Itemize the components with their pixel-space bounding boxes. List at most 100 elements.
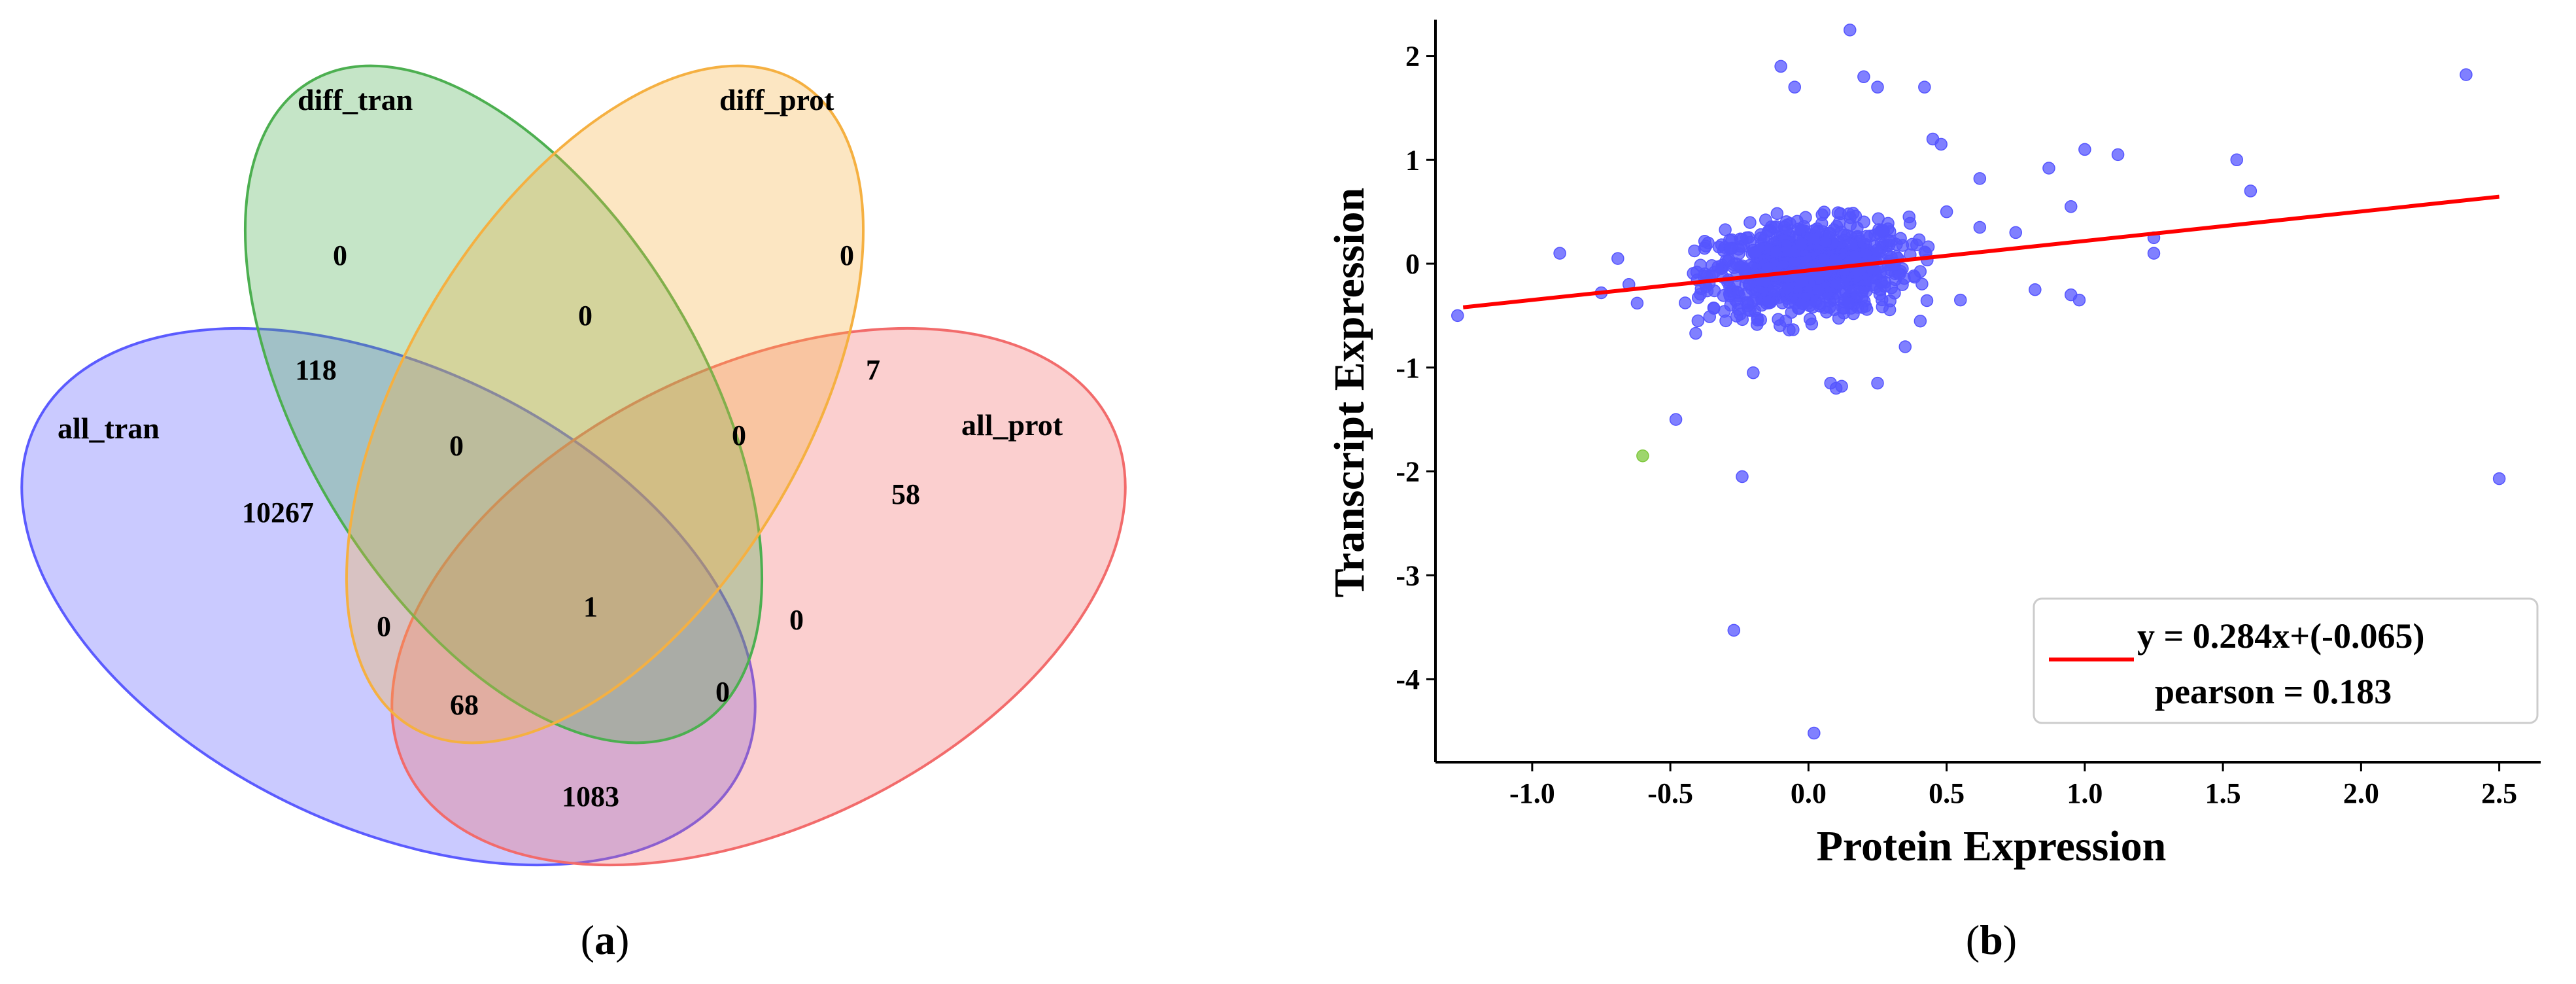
scatter-point xyxy=(1690,266,1704,279)
scatter-point xyxy=(1742,299,1755,312)
scatter-point xyxy=(1717,305,1731,318)
scatter-point xyxy=(2244,184,2258,198)
scatter-point xyxy=(1832,311,1846,325)
scatter-point xyxy=(1779,215,1793,228)
scatter-point xyxy=(1843,296,1856,309)
scatter-point xyxy=(1770,207,1784,220)
scatter-point xyxy=(2078,143,2091,156)
legend-pearson: pearson = 0.183 xyxy=(2155,672,2392,711)
scatter-point xyxy=(1819,235,1832,248)
scatter-point xyxy=(1724,242,1737,255)
region-all-tran-only: 10267 xyxy=(242,497,314,529)
scatter-point xyxy=(1820,306,1833,319)
scatter-point xyxy=(1813,297,1827,310)
x-tick-label: 0.5 xyxy=(1929,777,1965,809)
x-tick-label: 0.0 xyxy=(1791,777,1827,809)
region-diff-prot-only: 0 xyxy=(840,239,854,272)
scatter-point xyxy=(1707,301,1721,315)
y-tick-label: 0 xyxy=(1405,248,1420,280)
scatter-point xyxy=(1872,226,1885,240)
x-tick-label: 1.0 xyxy=(2067,777,2103,809)
scatter-point xyxy=(2460,68,2473,81)
region-diff-tran-only: 0 xyxy=(333,239,347,272)
region-diff-tran-diff-prot: 0 xyxy=(578,300,592,332)
set-label-diff-tran: diff_tran xyxy=(298,83,413,116)
scatter-point xyxy=(1870,243,1884,256)
scatter-point xyxy=(1611,252,1624,265)
scatter-point xyxy=(1719,223,1732,236)
scatter-point xyxy=(1770,245,1783,258)
scatter-point xyxy=(1776,296,1789,309)
y-tick-label: -4 xyxy=(1396,663,1420,695)
scatter-point xyxy=(1817,205,1831,219)
venn-ellipse-diff-prot xyxy=(345,64,865,745)
scatter-point xyxy=(1915,277,1929,290)
scatter-point xyxy=(1630,296,1644,310)
scatter-point xyxy=(1694,282,1708,296)
panel-b-caption: (b) xyxy=(1966,917,2017,963)
scatter-point xyxy=(1698,234,1711,248)
scatter-points xyxy=(1451,24,2506,740)
scatter-point xyxy=(1795,237,1808,251)
scatter-point xyxy=(1871,80,1884,94)
scatter-point xyxy=(1730,257,1743,270)
x-tick-label: -1.0 xyxy=(1509,777,1555,809)
scatter-point xyxy=(1874,283,1887,296)
scatter-point xyxy=(1768,220,1781,234)
scatter-point xyxy=(1849,249,1863,263)
scatter-point xyxy=(1845,237,1858,251)
scatter-point xyxy=(1844,24,1857,37)
scatter-point xyxy=(1691,314,1705,328)
set-label-all-tran: all_tran xyxy=(58,412,160,445)
scatter-point xyxy=(1736,470,1749,483)
scatter-point xyxy=(1954,293,1967,307)
scatter-point xyxy=(1851,221,1864,235)
x-ticks: -1.0 -0.5 0.0 0.5 1.0 1.5 2.0 2.5 xyxy=(1509,762,2517,809)
scatter-point xyxy=(1882,234,1895,247)
scatter-point xyxy=(1898,340,1912,353)
scatter-point xyxy=(2072,293,2086,307)
scatter-point xyxy=(1837,228,1851,241)
y-tick-label: -3 xyxy=(1396,559,1420,591)
x-axis-title: Protein Expression xyxy=(1817,822,2167,870)
y-tick-label: -2 xyxy=(1396,456,1420,488)
scatter-point xyxy=(1855,301,1869,314)
scatter-point xyxy=(2065,200,2078,213)
venn-diagram: diff_tran diff_prot all_tran all_prot 0 … xyxy=(20,64,1127,867)
scatter-point xyxy=(1689,326,1702,340)
y-ticks: 2 1 0 -1 -2 -3 -4 xyxy=(1396,41,1435,695)
x-tick-label: -0.5 xyxy=(1647,777,1693,809)
scatter-point xyxy=(1679,296,1692,309)
region-all-tran-diff-prot: 0 xyxy=(377,610,391,642)
scatter-point xyxy=(1902,210,1915,224)
region-diff-tran-diff-prot-all-prot: 0 xyxy=(732,419,746,451)
scatter-point xyxy=(1829,381,1843,395)
scatter-point xyxy=(1768,285,1781,298)
x-tick-label: 2.0 xyxy=(2343,777,2379,809)
region-all-tran-all-prot: 1083 xyxy=(562,781,619,813)
scatter-point xyxy=(2492,472,2506,485)
scatter-point xyxy=(1747,366,1760,379)
region-all-tran-diff-tran-diff-prot: 0 xyxy=(449,430,464,462)
scatter-point xyxy=(1730,309,1743,323)
scatter-point xyxy=(1796,275,1809,288)
region-all-four: 1 xyxy=(583,591,598,623)
scatter-point xyxy=(1754,313,1767,326)
scatter-point xyxy=(1792,222,1805,236)
scatter-point xyxy=(1832,277,1845,290)
region-diff-prot-all-prot: 7 xyxy=(866,354,880,386)
scatter-point xyxy=(1727,624,1741,637)
panel-a-caption: (a) xyxy=(581,917,630,963)
scatter-point xyxy=(1788,80,1801,94)
scatter-point xyxy=(1743,277,1757,291)
scatter-point xyxy=(1855,285,1869,298)
region-all-tran-diff-tran-all-prot: 0 xyxy=(715,676,730,708)
set-label-diff-prot: diff_prot xyxy=(719,83,834,116)
y-axis-title: Transcript Expression xyxy=(1326,188,1373,597)
legend-box xyxy=(2033,597,2539,724)
scatter-point xyxy=(1973,220,1987,234)
region-all-tran-diff-prot-all-prot: 68 xyxy=(450,689,479,721)
legend: y = 0.284x+(-0.065) pearson = 0.183 xyxy=(2033,597,2539,724)
scatter-point xyxy=(1740,231,1753,245)
